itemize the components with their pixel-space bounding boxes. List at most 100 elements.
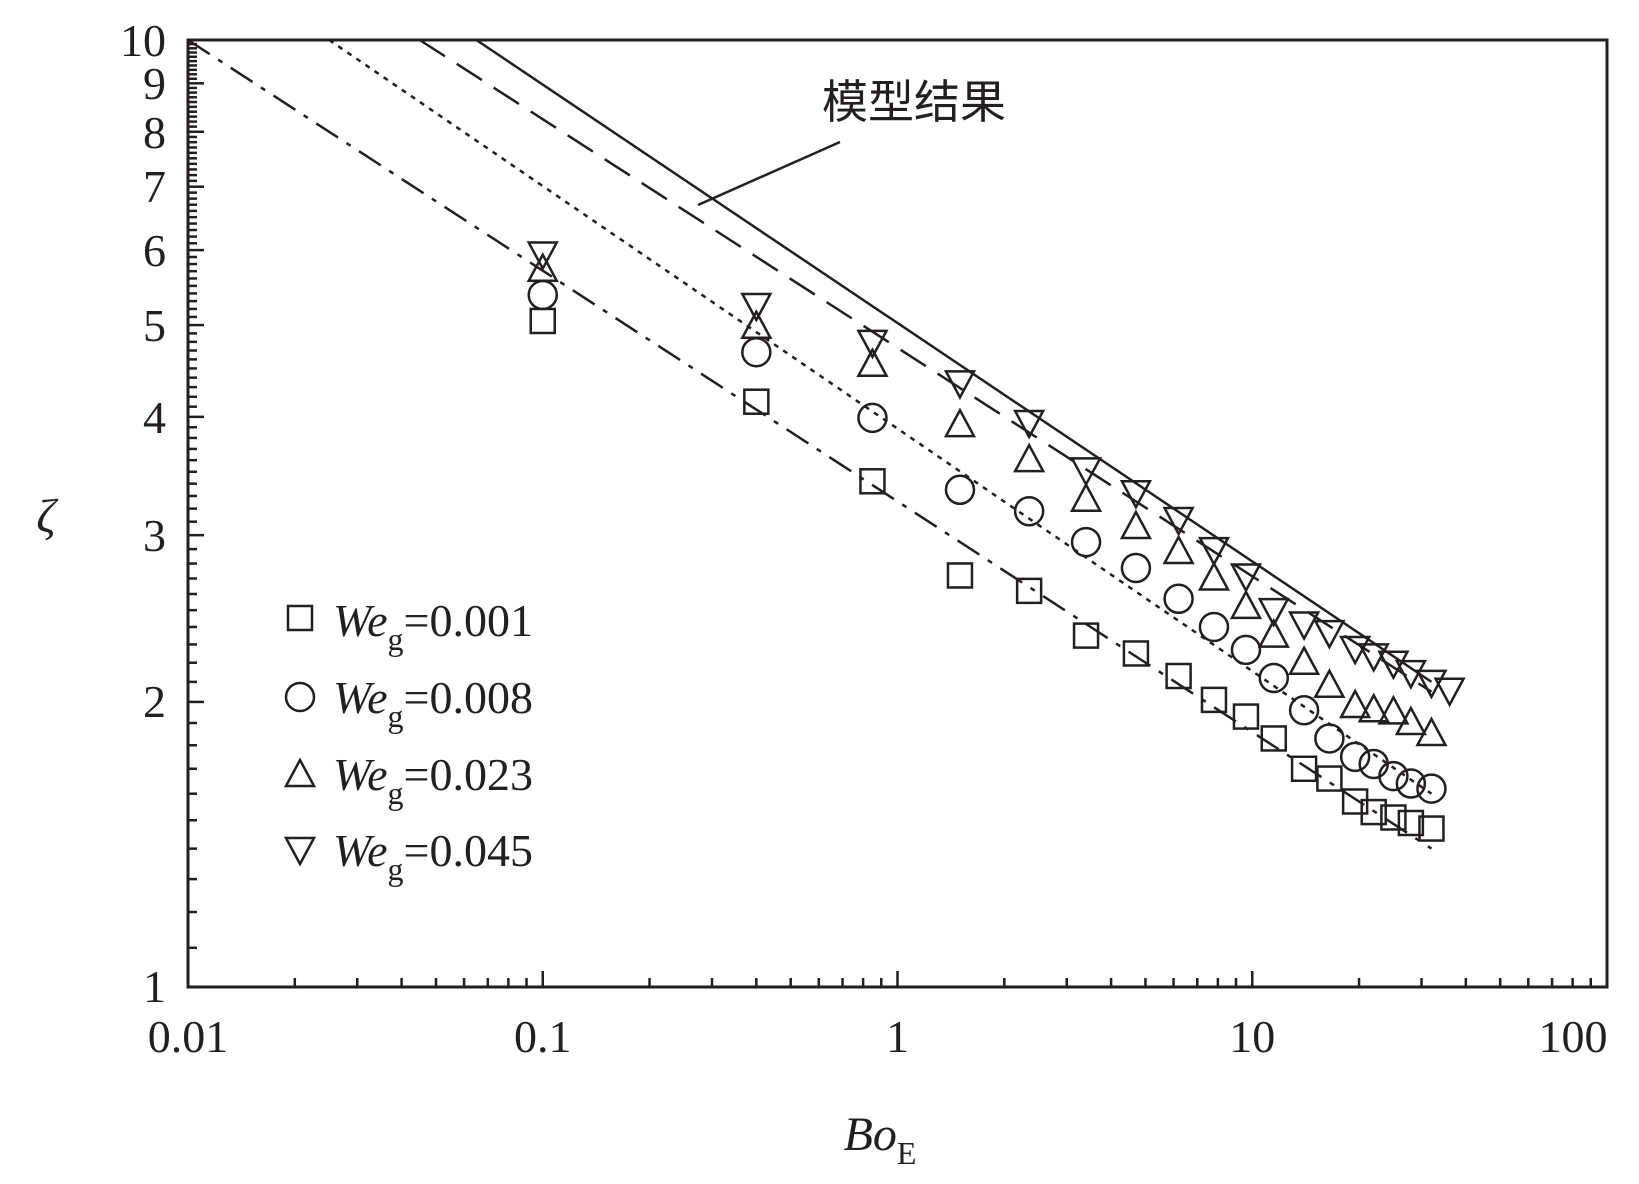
data-point-triangle-up: [1339, 688, 1372, 719]
data-point-circle: [1395, 768, 1427, 799]
data-point-triangle-down: [1197, 536, 1231, 567]
data-point-square: [859, 468, 886, 495]
x-axis-title: BoE: [844, 1108, 917, 1171]
data-point-square: [1072, 622, 1100, 649]
y-tick-label: 5: [143, 300, 166, 351]
data-point-circle: [1163, 583, 1194, 615]
data-point-triangle-up: [1162, 534, 1195, 565]
data-point-triangle-down: [1433, 677, 1466, 708]
data-point-triangle-down: [1313, 619, 1346, 650]
data-point-square: [1200, 686, 1228, 714]
data-point-triangle-down: [1069, 457, 1103, 488]
data-point-triangle-down: [1357, 643, 1390, 673]
data-point-square: [946, 562, 974, 589]
data-point-triangle-down: [526, 241, 559, 272]
data-point-square: [1260, 725, 1288, 752]
legend-entry: Weg=0.001: [286, 595, 533, 657]
legend-label-value: =0.045: [404, 825, 533, 876]
legend-square-marker: [286, 604, 314, 632]
x-tick-label: 10: [1229, 1011, 1275, 1062]
data-point-circle: [1258, 662, 1290, 694]
legend-label-main: We: [333, 825, 388, 876]
legend-entry: Weg=0.023: [283, 749, 533, 811]
data-point-triangle-up: [1013, 442, 1046, 473]
data-point-triangle-up: [1357, 692, 1390, 723]
y-tick-label: 6: [143, 225, 166, 276]
data-point-triangle-up: [1287, 645, 1321, 675]
data-point-triangle-up: [1119, 509, 1153, 540]
data-point-triangle-up: [1197, 560, 1231, 591]
data-point-triangle-down: [856, 329, 889, 360]
data-point-triangle-down: [1162, 506, 1195, 537]
data-point-triangle-up: [526, 252, 559, 282]
data-point-triangle-up: [1415, 716, 1448, 747]
y-tick-label: 7: [143, 161, 166, 212]
data-point-circle: [1070, 526, 1102, 558]
data-point-triangle-up: [1313, 668, 1346, 699]
data-point-triangle-down: [1257, 597, 1290, 628]
data-point-square: [743, 388, 770, 415]
model-result-annotation: 模型结果: [822, 75, 1006, 129]
data-point-triangle-up: [1069, 482, 1103, 512]
data-point-triangle-down: [943, 370, 977, 400]
x-tick-label: 0.01: [148, 1011, 229, 1062]
data-point-triangle-up: [1257, 617, 1290, 648]
data-point-triangle-down: [1119, 479, 1153, 510]
legend-label-value: =0.008: [404, 672, 533, 723]
data-point-square: [1165, 662, 1192, 690]
data-point-triangle-down: [1013, 409, 1046, 440]
legend-label-main: We: [333, 672, 388, 723]
y-tick-label: 10: [120, 15, 166, 66]
y-tick-label: 1: [143, 961, 166, 1012]
legend-label-main: We: [333, 595, 388, 646]
data-point-circle: [1198, 611, 1230, 643]
model-line-solid: [475, 38, 1433, 683]
x-ticks: [186, 971, 1609, 987]
x-tick-label: 0.1: [514, 1011, 572, 1062]
y-tick-label: 9: [143, 58, 166, 109]
model-line-dashed: [419, 38, 1433, 693]
y-tick-label: 2: [143, 676, 166, 727]
y-axis-title: ζ: [36, 490, 59, 543]
data-point-triangle-down: [740, 292, 773, 323]
legend-label-value: =0.001: [404, 595, 533, 646]
data-point-triangle-down: [1377, 650, 1410, 681]
data-point-square: [1360, 798, 1387, 826]
data-point-square: [1290, 755, 1318, 783]
data-point-triangle-up: [856, 347, 889, 378]
data-point-triangle-up: [943, 407, 977, 438]
data-point-square: [1397, 809, 1425, 837]
legend-entry: Weg=0.008: [284, 672, 533, 734]
data-point-circle: [1416, 773, 1447, 804]
data-point-circle: [1339, 741, 1371, 773]
data-point-circle: [1288, 694, 1320, 726]
annotation-leader-line: [697, 140, 841, 207]
model-line-dotted: [328, 38, 1433, 795]
legend-label-subscript: g: [388, 621, 404, 657]
y-ticks: [188, 38, 204, 989]
data-point-circle: [1230, 634, 1262, 666]
legend-label: Weg=0.045: [333, 825, 533, 887]
data-point-triangle-up: [1377, 694, 1410, 725]
data-point-square: [1341, 788, 1369, 815]
data-point-square: [1015, 577, 1043, 605]
data-point-circle: [857, 402, 888, 434]
legend-label: Weg=0.008: [333, 672, 533, 734]
x-tick-label: 1: [886, 1011, 909, 1062]
y-tick-label: 3: [143, 510, 166, 561]
y-tick-label: 8: [143, 107, 166, 158]
data-point-circle: [1314, 723, 1345, 754]
legend-label-main: We: [333, 749, 388, 800]
x-axis-title-subscript: E: [897, 1135, 917, 1171]
legend-circle-marker: [284, 681, 316, 713]
legend-label: Weg=0.023: [333, 749, 533, 811]
data-point-triangle-down: [1287, 611, 1321, 642]
data-point-circle: [944, 474, 976, 506]
data-point-circle: [1013, 495, 1045, 527]
data-point-circle: [1378, 760, 1409, 792]
model-lines: [187, 38, 1433, 850]
data-point-square: [1418, 815, 1445, 842]
x-tick-label: 100: [1539, 1011, 1608, 1062]
